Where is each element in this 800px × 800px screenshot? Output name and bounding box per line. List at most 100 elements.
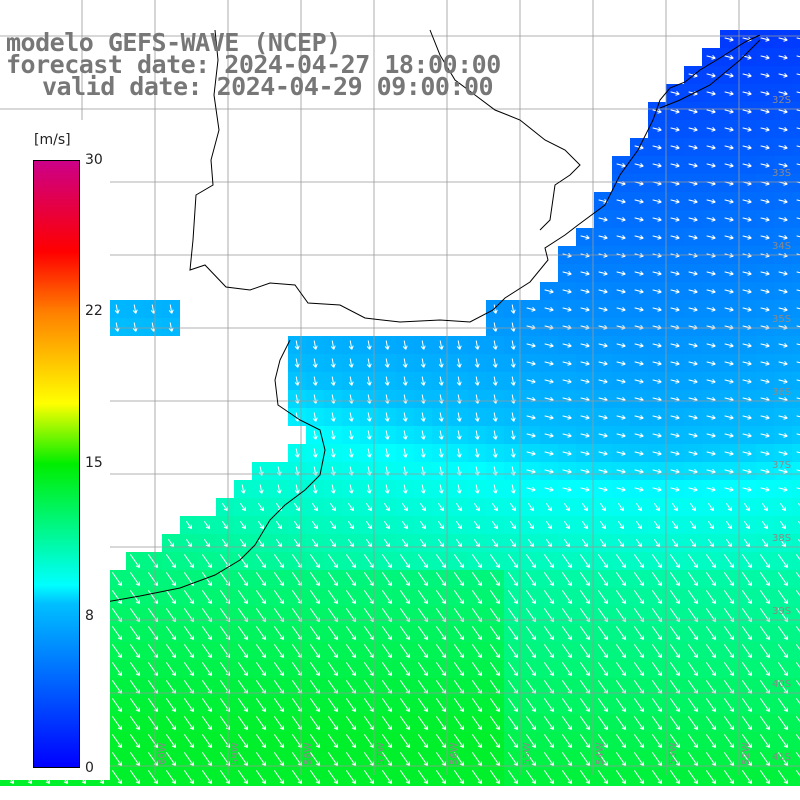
wind-arrow [760,216,770,222]
wind-arrow [402,539,409,548]
wind-arrow [346,590,357,605]
wind-arrow [670,644,681,659]
wind-arrow [688,378,698,384]
wind-arrow [330,521,337,530]
wind-arrow [724,198,734,204]
wind-arrow [382,734,393,749]
wind-arrow [240,539,247,548]
wind-arrow [598,234,608,240]
wind-arrow [688,306,698,312]
wind-arrow [598,734,609,749]
wind-arrow [294,358,300,368]
wind-arrow [688,270,698,276]
wind-arrow [744,503,751,512]
wind-arrow [652,234,662,240]
wind-arrow [526,360,536,366]
wind-arrow [472,554,483,569]
wind-arrow [454,626,465,641]
wind-arrow [672,503,679,512]
wind-arrow [112,644,123,659]
wind-arrow [778,572,789,587]
wind-arrow [348,430,354,440]
wind-arrow [582,503,589,512]
wind-arrow [616,770,627,785]
wind-arrow [778,468,788,474]
wind-arrow [706,450,716,456]
wind-arrow [598,306,608,312]
wind-arrow [724,644,735,659]
wind-arrow [652,752,663,767]
wind-arrow [148,770,159,785]
wind-arrow [420,340,426,350]
wind-arrow [310,752,321,767]
wind-arrow [616,234,626,240]
wind-arrow [364,554,375,569]
wind-arrow [706,378,716,384]
wind-arrow [706,414,716,420]
wind-cell [792,426,800,444]
wind-arrow [760,36,770,42]
wind-arrow [310,770,321,785]
wind-cell [792,336,800,354]
wind-arrow [546,503,553,512]
wind-arrow [474,448,480,458]
wind-arrow [384,340,390,350]
wind-arrow [562,572,573,587]
wind-cell [792,516,800,534]
wind-cell [792,192,800,210]
wind-arrow [760,342,770,348]
wind-cell [792,210,800,228]
wind-arrow [168,539,175,548]
wind-arrow [598,342,608,348]
wind-arrow [184,716,195,731]
wind-arrow [724,90,734,96]
wind-arrow [456,521,463,530]
wind-arrow [130,698,141,713]
wind-arrow [400,644,411,659]
wind-arrow [184,662,195,677]
wind-arrow [348,539,355,548]
wind-arrow [112,662,123,677]
wind-arrow [670,162,680,168]
wind-arrow [688,770,699,785]
wind-arrow [456,358,462,368]
wind-arrow [420,376,426,386]
wind-arrow [562,468,572,474]
wind-arrow [294,503,301,512]
wind-arrow [364,698,375,713]
wind-arrow [726,503,733,512]
wind-arrow [148,716,159,731]
longitude-label: 58W [303,742,314,765]
wind-arrow [490,644,501,659]
wind-arrow [742,734,753,749]
wind-arrow [330,430,336,440]
wind-arrow [796,433,800,436]
wind-arrow [760,554,771,569]
wind-arrow [562,716,573,731]
wind-arrow [706,198,716,204]
wind-arrow [382,572,393,587]
wind-arrow [346,644,357,659]
wind-arrow [456,340,462,350]
wind-arrow [112,698,123,713]
wind-arrow [148,734,159,749]
wind-arrow [402,521,409,530]
wind-arrow [726,539,733,548]
wind-arrow [562,698,573,713]
wind-arrow [544,626,555,641]
wind-cell [792,678,800,696]
wind-arrow [634,234,644,240]
wind-arrow [166,716,177,731]
wind-arrow [652,554,663,569]
wind-arrow [276,484,282,494]
wind-arrow [112,734,123,749]
wind-arrow [384,376,390,386]
wind-arrow [202,752,213,767]
wind-arrow [652,378,662,384]
wind-arrow [472,752,483,767]
wind-arrow [688,216,698,222]
wind-arrow [670,270,680,276]
colorbar-tick-0: 0 [85,760,94,776]
wind-arrow [652,450,662,456]
wind-arrow [418,734,429,749]
